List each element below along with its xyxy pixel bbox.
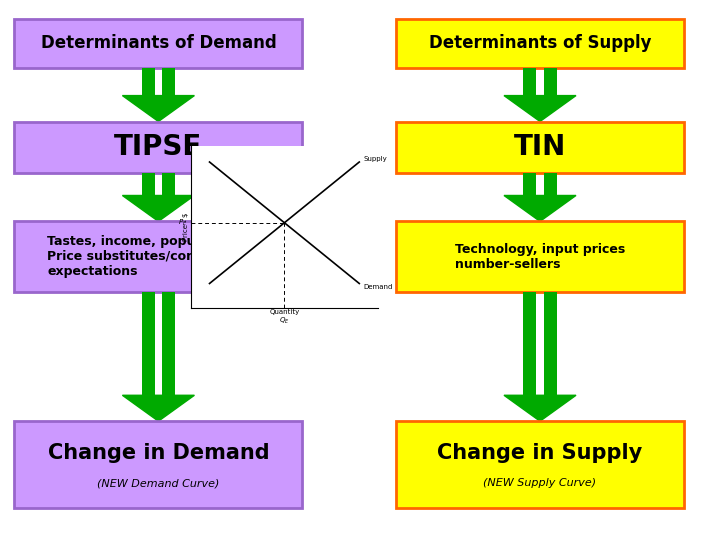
Text: $Q_E$: $Q_E$ <box>279 316 289 326</box>
Text: Technology, input prices
number-sellers: Technology, input prices number-sellers <box>455 242 625 271</box>
Bar <box>162 173 175 195</box>
Text: Determinants of Demand: Determinants of Demand <box>40 34 276 52</box>
Polygon shape <box>122 395 194 421</box>
Bar <box>142 173 155 195</box>
Polygon shape <box>122 96 194 122</box>
Polygon shape <box>504 195 576 221</box>
Text: (NEW Supply Curve): (NEW Supply Curve) <box>483 478 597 488</box>
Bar <box>544 292 557 395</box>
Polygon shape <box>122 195 194 221</box>
X-axis label: Quantity: Quantity <box>269 309 300 315</box>
Bar <box>162 68 175 96</box>
Polygon shape <box>504 395 576 421</box>
Text: Tastes, income, population
Price substitutes/complements,
expectations: Tastes, income, population Price substit… <box>48 235 269 278</box>
FancyBboxPatch shape <box>396 122 684 173</box>
FancyBboxPatch shape <box>396 421 684 508</box>
FancyBboxPatch shape <box>14 221 302 292</box>
Bar <box>142 292 155 395</box>
Text: Demand: Demand <box>363 284 392 290</box>
FancyBboxPatch shape <box>396 19 684 68</box>
Text: Determinants of Supply: Determinants of Supply <box>428 34 652 52</box>
Text: TIN: TIN <box>514 133 566 161</box>
Text: TIPSE: TIPSE <box>114 133 202 161</box>
Text: Change in Supply: Change in Supply <box>437 443 643 463</box>
Polygon shape <box>504 96 576 122</box>
FancyBboxPatch shape <box>14 421 302 508</box>
FancyBboxPatch shape <box>14 122 302 173</box>
Text: Supply: Supply <box>363 156 387 162</box>
Text: Change in Demand: Change in Demand <box>48 443 269 463</box>
Bar <box>544 68 557 96</box>
Bar <box>142 68 155 96</box>
FancyBboxPatch shape <box>14 19 302 68</box>
Bar <box>523 68 536 96</box>
Text: $P_E$: $P_E$ <box>178 218 187 228</box>
Text: (NEW Demand Curve): (NEW Demand Curve) <box>97 478 220 488</box>
Y-axis label: Price - $: Price - $ <box>184 213 189 241</box>
Bar <box>523 292 536 395</box>
FancyBboxPatch shape <box>396 221 684 292</box>
Bar <box>523 173 536 195</box>
Bar <box>544 173 557 195</box>
Bar <box>162 292 175 395</box>
